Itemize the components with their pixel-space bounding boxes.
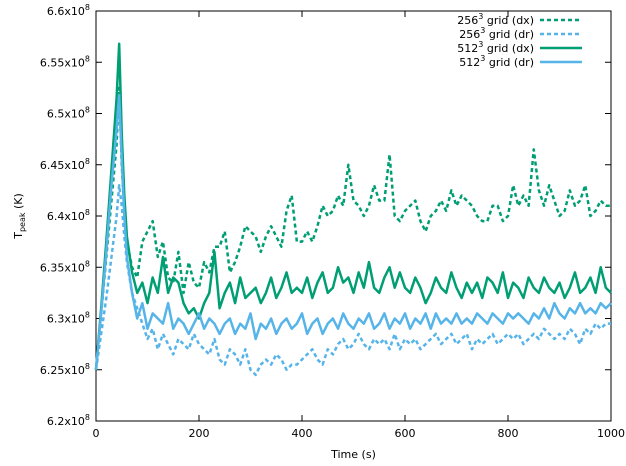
legend-label: 5123 grid (dx) xyxy=(457,40,534,55)
y-axis-label-main: T xyxy=(12,232,25,240)
x-tick-label: 0 xyxy=(93,427,100,440)
y-tick-exponent: 8 xyxy=(85,157,90,166)
y-tick-label: 6.45x108 xyxy=(40,157,90,172)
y-tick-mantissa: 6.6 xyxy=(47,5,65,18)
legend-label-base: 256 xyxy=(457,14,478,27)
y-tick-label: 6.35x108 xyxy=(40,259,90,274)
legend-item-1: 2563 grid (dx) xyxy=(457,12,582,27)
x-axis-label: Time (s) xyxy=(330,448,376,461)
y-tick-mantissa: 6.3 xyxy=(47,313,65,326)
legend-label-exp: 3 xyxy=(478,40,483,49)
y-tick-exponent: 8 xyxy=(85,362,90,371)
y-tick-base: x10 xyxy=(64,5,85,18)
y-tick-label: 6.2x108 xyxy=(47,413,90,428)
legend-label-exp: 3 xyxy=(480,54,485,63)
legend: 2563 grid (dx)2563 grid (dr)5123 grid (d… xyxy=(457,12,582,69)
axis-tick-labels: 0 200 400 600 800 10006.2x1086.25x1086.3x1086… xyxy=(40,3,625,440)
axis-ticks xyxy=(95,10,612,422)
y-tick-label: 6.4x108 xyxy=(47,208,90,223)
legend-label-rest: grid (dx) xyxy=(483,42,534,55)
legend-label: 2563 grid (dx) xyxy=(457,12,534,27)
legend-label-base: 256 xyxy=(459,28,480,41)
y-tick-exponent: 8 xyxy=(85,106,90,115)
x-tick-label: 800 xyxy=(498,427,519,440)
y-tick-mantissa: 6.25 xyxy=(40,364,65,377)
legend-item-2: 2563 grid (dr) xyxy=(459,26,582,41)
y-tick-exponent: 8 xyxy=(85,208,90,217)
y-tick-base: x10 xyxy=(64,364,85,377)
y-tick-base: x10 xyxy=(64,415,85,428)
y-tick-mantissa: 6.4 xyxy=(47,210,65,223)
y-tick-label: 6.25x108 xyxy=(40,362,90,377)
y-axis-label-unit: (K) xyxy=(12,193,25,212)
y-tick-base: x10 xyxy=(64,108,85,121)
legend-label-exp: 3 xyxy=(480,26,485,35)
y-tick-exponent: 8 xyxy=(85,3,90,12)
legend-item-3: 5123 grid (dx) xyxy=(457,40,582,55)
series-line-1 xyxy=(94,86,611,370)
x-tick-label: 1000 xyxy=(597,427,625,440)
y-tick-exponent: 8 xyxy=(85,413,90,422)
y-tick-mantissa: 6.35 xyxy=(40,261,65,274)
x-tick-label: 200 xyxy=(189,427,210,440)
y-tick-mantissa: 6.45 xyxy=(40,159,65,172)
y-tick-exponent: 8 xyxy=(85,259,90,268)
legend-label-rest: grid (dr) xyxy=(485,56,534,69)
legend-label: 5123 grid (dr) xyxy=(459,54,534,69)
legend-label-base: 512 xyxy=(459,56,480,69)
y-tick-label: 6.6x108 xyxy=(47,3,90,18)
y-tick-base: x10 xyxy=(64,313,85,326)
legend-label-exp: 3 xyxy=(478,12,483,21)
series-line-3 xyxy=(94,42,612,370)
y-tick-exponent: 8 xyxy=(85,54,90,63)
series-layer xyxy=(94,42,612,377)
y-tick-label: 6.3x108 xyxy=(47,311,90,326)
y-tick-base: x10 xyxy=(64,210,85,223)
y-axis-label-sub: peak xyxy=(18,212,27,232)
y-tick-base: x10 xyxy=(64,56,85,69)
x-tick-label: 600 xyxy=(395,427,416,440)
legend-label-rest: grid (dx) xyxy=(483,14,534,27)
legend-label-rest: grid (dr) xyxy=(485,28,534,41)
series-line-2 xyxy=(94,184,611,377)
series-line-4 xyxy=(94,93,612,370)
plot-frame xyxy=(95,10,612,422)
legend-item-4: 5123 grid (dr) xyxy=(459,54,582,69)
legend-label: 2563 grid (dr) xyxy=(459,26,534,41)
y-tick-label: 6.55x108 xyxy=(40,54,90,69)
x-tick-label: 400 xyxy=(292,427,313,440)
y-tick-mantissa: 6.55 xyxy=(40,56,65,69)
y-tick-exponent: 8 xyxy=(85,311,90,320)
y-axis-label: Tpeak (K) xyxy=(12,193,27,240)
y-tick-mantissa: 6.2 xyxy=(47,415,65,428)
y-tick-mantissa: 6.5 xyxy=(47,108,65,121)
y-tick-label: 6.5x108 xyxy=(47,106,90,121)
legend-label-base: 512 xyxy=(457,42,478,55)
y-tick-base: x10 xyxy=(64,261,85,274)
y-tick-base: x10 xyxy=(64,159,85,172)
